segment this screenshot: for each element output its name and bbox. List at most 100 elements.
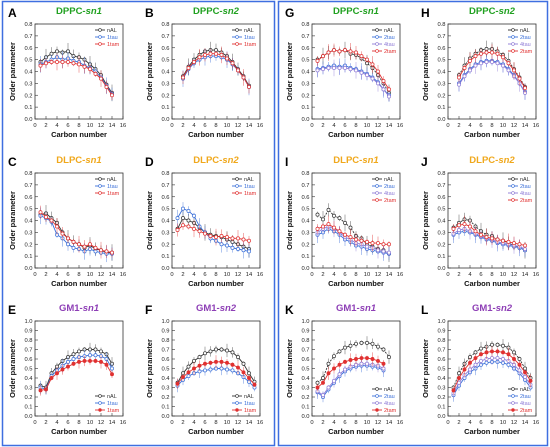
data-point xyxy=(528,378,533,383)
x-tick-label: 8 xyxy=(77,272,80,278)
data-point xyxy=(197,229,202,234)
legend-marker xyxy=(98,408,102,412)
data-point xyxy=(66,242,70,247)
x-tick-label: 14 xyxy=(109,272,116,278)
data-point xyxy=(506,68,511,73)
left-frame xyxy=(1,0,276,447)
data-point xyxy=(315,226,320,231)
legend-label: 2tam xyxy=(520,198,533,204)
data-point xyxy=(99,349,103,354)
data-point xyxy=(332,354,336,359)
legend-marker xyxy=(511,387,515,391)
data-point xyxy=(495,237,500,242)
data-point xyxy=(337,65,342,70)
data-point xyxy=(501,350,505,355)
panel-B: B DPPC-sn2 0 2 4 6 8 10 12 14 16 0.0 0.1 0.2 0.3 0.4 0.5… xyxy=(145,6,263,139)
data-point xyxy=(203,351,207,356)
data-point xyxy=(365,340,369,345)
data-point xyxy=(326,222,331,227)
x-tick-label: 10 xyxy=(500,272,506,278)
data-point xyxy=(247,249,251,254)
data-point xyxy=(473,229,478,234)
panel-title-main: DLPC- xyxy=(469,155,498,166)
data-point xyxy=(99,248,103,253)
data-point xyxy=(506,61,511,66)
data-point xyxy=(77,359,81,364)
data-point xyxy=(181,216,185,221)
data-point xyxy=(343,232,347,237)
legend-marker xyxy=(98,35,102,39)
y-tick-label: 0.3 xyxy=(437,81,445,87)
data-point xyxy=(214,235,218,240)
x-tick-label: 0 xyxy=(33,123,36,129)
data-point xyxy=(337,229,342,234)
legend-label: 1tam xyxy=(244,42,257,48)
data-point xyxy=(523,366,527,371)
data-point xyxy=(71,361,76,366)
data-point xyxy=(490,60,494,64)
data-point xyxy=(387,87,391,92)
x-tick-label: 8 xyxy=(214,123,217,129)
data-point xyxy=(370,357,375,361)
legend-marker xyxy=(511,177,515,181)
data-point xyxy=(337,372,342,377)
panel-title-main: DPPC- xyxy=(193,6,223,17)
x-tick-label: 16 xyxy=(257,420,263,426)
data-point xyxy=(93,358,98,363)
series-1tam xyxy=(181,46,251,94)
panel-title-sub: sn2 xyxy=(220,303,237,314)
legend-label: 2tau xyxy=(384,35,395,41)
data-point xyxy=(219,359,224,364)
data-point xyxy=(348,67,353,72)
y-tick-label: 0.2 xyxy=(161,93,169,99)
data-point xyxy=(236,68,240,73)
y-tick-label: 0.7 xyxy=(161,183,169,189)
data-point xyxy=(354,237,358,242)
y-tick-label: 0.6 xyxy=(24,195,32,201)
x-tick-label: 14 xyxy=(522,272,529,278)
y-tick-label: 0.3 xyxy=(24,230,32,236)
data-point xyxy=(110,366,114,371)
x-tick-label: 4 xyxy=(55,123,59,129)
data-point xyxy=(225,235,229,240)
data-point xyxy=(241,370,246,375)
x-tick-label: 16 xyxy=(533,123,539,129)
legend-marker xyxy=(511,184,515,188)
x-tick-label: 8 xyxy=(214,272,217,278)
x-tick-label: 16 xyxy=(120,272,126,278)
x-tick-label: 4 xyxy=(332,420,336,426)
y-axis-label: Order parameter xyxy=(8,42,17,101)
y-tick-label: 1.0 xyxy=(24,319,32,325)
data-point xyxy=(479,61,483,66)
x-tick-label: 6 xyxy=(203,272,206,278)
data-point xyxy=(71,61,76,66)
data-point xyxy=(523,370,527,375)
data-point xyxy=(387,250,391,255)
y-tick-label: 0.4 xyxy=(24,376,33,382)
data-point xyxy=(38,210,43,215)
y-tick-label: 0.6 xyxy=(161,357,169,363)
legend-marker xyxy=(375,408,379,412)
panel-title-main: DPPC- xyxy=(333,6,363,17)
y-tick-label: 0.2 xyxy=(24,242,32,248)
y-tick-label: 0.5 xyxy=(301,367,309,373)
data-point xyxy=(88,67,92,72)
y-tick-label: 0.5 xyxy=(437,58,445,64)
legend-label: 4tau xyxy=(520,42,531,48)
y-tick-label: 0.8 xyxy=(24,338,32,344)
data-point xyxy=(225,243,229,248)
data-point xyxy=(326,361,331,366)
data-point xyxy=(208,367,213,372)
data-point xyxy=(186,209,191,213)
data-point xyxy=(387,94,391,99)
data-point xyxy=(203,52,207,57)
x-tick-label: 2 xyxy=(44,123,47,129)
y-tick-label: 0.2 xyxy=(437,93,445,99)
x-tick-label: 0 xyxy=(446,272,449,278)
x-tick-label: 2 xyxy=(44,420,47,426)
legend-marker xyxy=(235,191,239,195)
data-point xyxy=(468,68,472,73)
data-point xyxy=(381,242,386,247)
x-tick-label: 0 xyxy=(310,420,313,426)
data-point xyxy=(236,365,240,370)
